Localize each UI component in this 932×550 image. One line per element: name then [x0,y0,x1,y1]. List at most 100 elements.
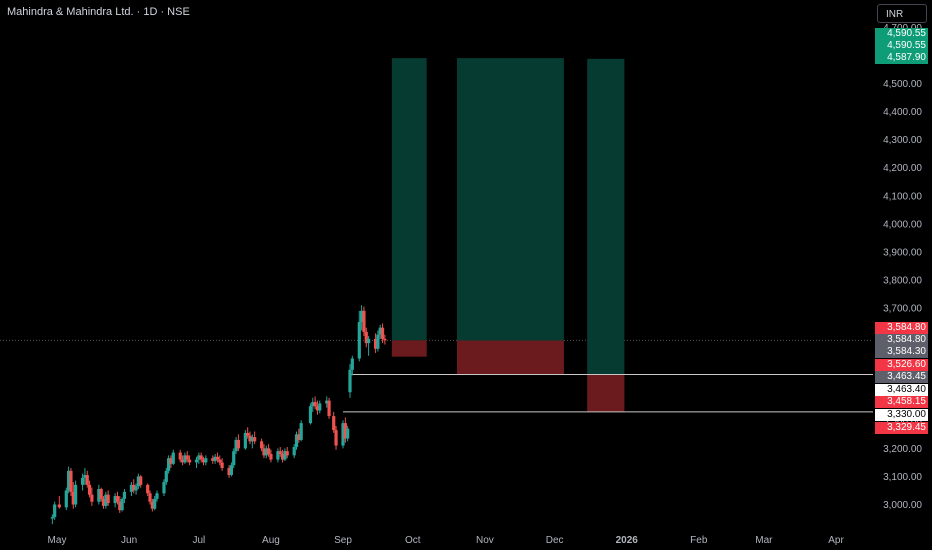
price-tag: 3,584.80 [875,334,928,346]
x-tick-label: 2026 [616,535,639,546]
candle-body [348,369,352,393]
candle-body [118,501,122,511]
x-tick-label: Aug [262,535,280,546]
candle-body [236,439,240,449]
candle-body [185,455,189,460]
candle-body [204,458,208,463]
candle-body [383,338,387,341]
x-tick-label: Apr [828,535,844,546]
y-tick-label: 3,200.00 [883,444,922,455]
y-tick-label: 3,900.00 [883,247,922,258]
candle-body [115,496,120,502]
candle-body [311,402,315,407]
candle-body [120,498,124,511]
candle-body [232,451,236,466]
y-tick-label: 3,300.00 [883,416,922,427]
candle-body [187,459,192,463]
candle-body [243,432,247,449]
candle-body [262,448,266,456]
candle-body [106,494,110,504]
candle-body [74,484,78,505]
price-tag: 3,463.40 [875,384,928,396]
x-tick-label: Dec [546,535,564,546]
candle-body [299,423,303,440]
y-tick-label: 3,000.00 [883,500,922,511]
price-tag: 3,329.45 [875,422,928,434]
price-tag: 3,526.60 [875,359,928,371]
candle-body [278,451,282,454]
stop-zone [391,340,427,357]
candle-body [146,484,150,494]
candle-body [325,400,329,404]
candle-body [169,458,173,464]
y-tick-label: 4,000.00 [883,219,922,230]
x-tick-label: Sep [334,535,352,546]
candle-body [341,423,345,446]
x-tick-label: Oct [405,535,421,546]
x-tick-label: Jul [192,535,205,546]
price-tag: 4,590.55 [875,28,928,40]
candle-body [229,465,234,476]
y-tick-label: 4,200.00 [883,163,922,174]
price-tag: 4,587.90 [875,52,928,64]
price-tag: 3,330.00 [875,409,928,421]
candle-body [50,517,54,519]
candle-body [380,327,385,339]
y-tick-label: 3,800.00 [883,275,922,286]
candle-body [297,434,301,440]
target-zone [587,58,625,375]
y-tick-label: 3,100.00 [883,472,922,483]
candle-body [292,446,296,456]
candle-body [83,475,87,478]
chart-title: Mahindra & Mahindra Ltd. · 1D · NSE [7,6,190,18]
candle-body [215,456,220,460]
candle-body [267,448,271,454]
target-zone [391,58,427,341]
candle-body [373,338,378,349]
candle-body [315,406,320,411]
candle-body [80,477,85,485]
currency-button[interactable]: INR [877,4,927,23]
candle-body [97,489,101,502]
candle-body [69,470,73,492]
candle-body [85,475,89,485]
candle-body [294,434,299,447]
candle-body [378,327,382,335]
candle-body [285,451,289,456]
candle-body [183,455,187,463]
price-tag: 3,584.30 [875,346,928,358]
x-tick-label: May [48,535,67,546]
price-tag: 3,458.15 [875,396,928,408]
candle-body [334,430,338,446]
price-tag: 3,463.45 [875,371,928,383]
candle-body [150,501,154,509]
y-tick-label: 4,400.00 [883,107,922,118]
stop-zone [587,374,625,412]
candle-body [139,476,143,485]
candle-body [148,493,152,502]
candle-body [57,504,61,508]
candle-body [260,441,264,449]
candle-body [197,455,201,460]
candle-body [113,496,117,504]
candle-body [164,470,168,483]
candle-body [313,402,317,407]
candle-body [357,322,361,359]
candle-body [376,334,380,349]
candle-body [71,491,75,505]
candle-body [318,403,322,411]
candle-body [129,484,134,492]
candle-body [122,491,127,499]
candle-body [213,456,217,461]
candle-body [283,451,287,460]
y-tick-label: 4,300.00 [883,135,922,146]
candle-body [364,331,368,344]
candle-body [248,435,252,442]
candle-body [280,453,285,460]
candle-body [101,498,106,506]
x-tick-label: Mar [755,535,773,546]
candle-body [178,452,182,460]
candle-body [201,459,206,463]
y-tick-label: 4,100.00 [883,191,922,202]
